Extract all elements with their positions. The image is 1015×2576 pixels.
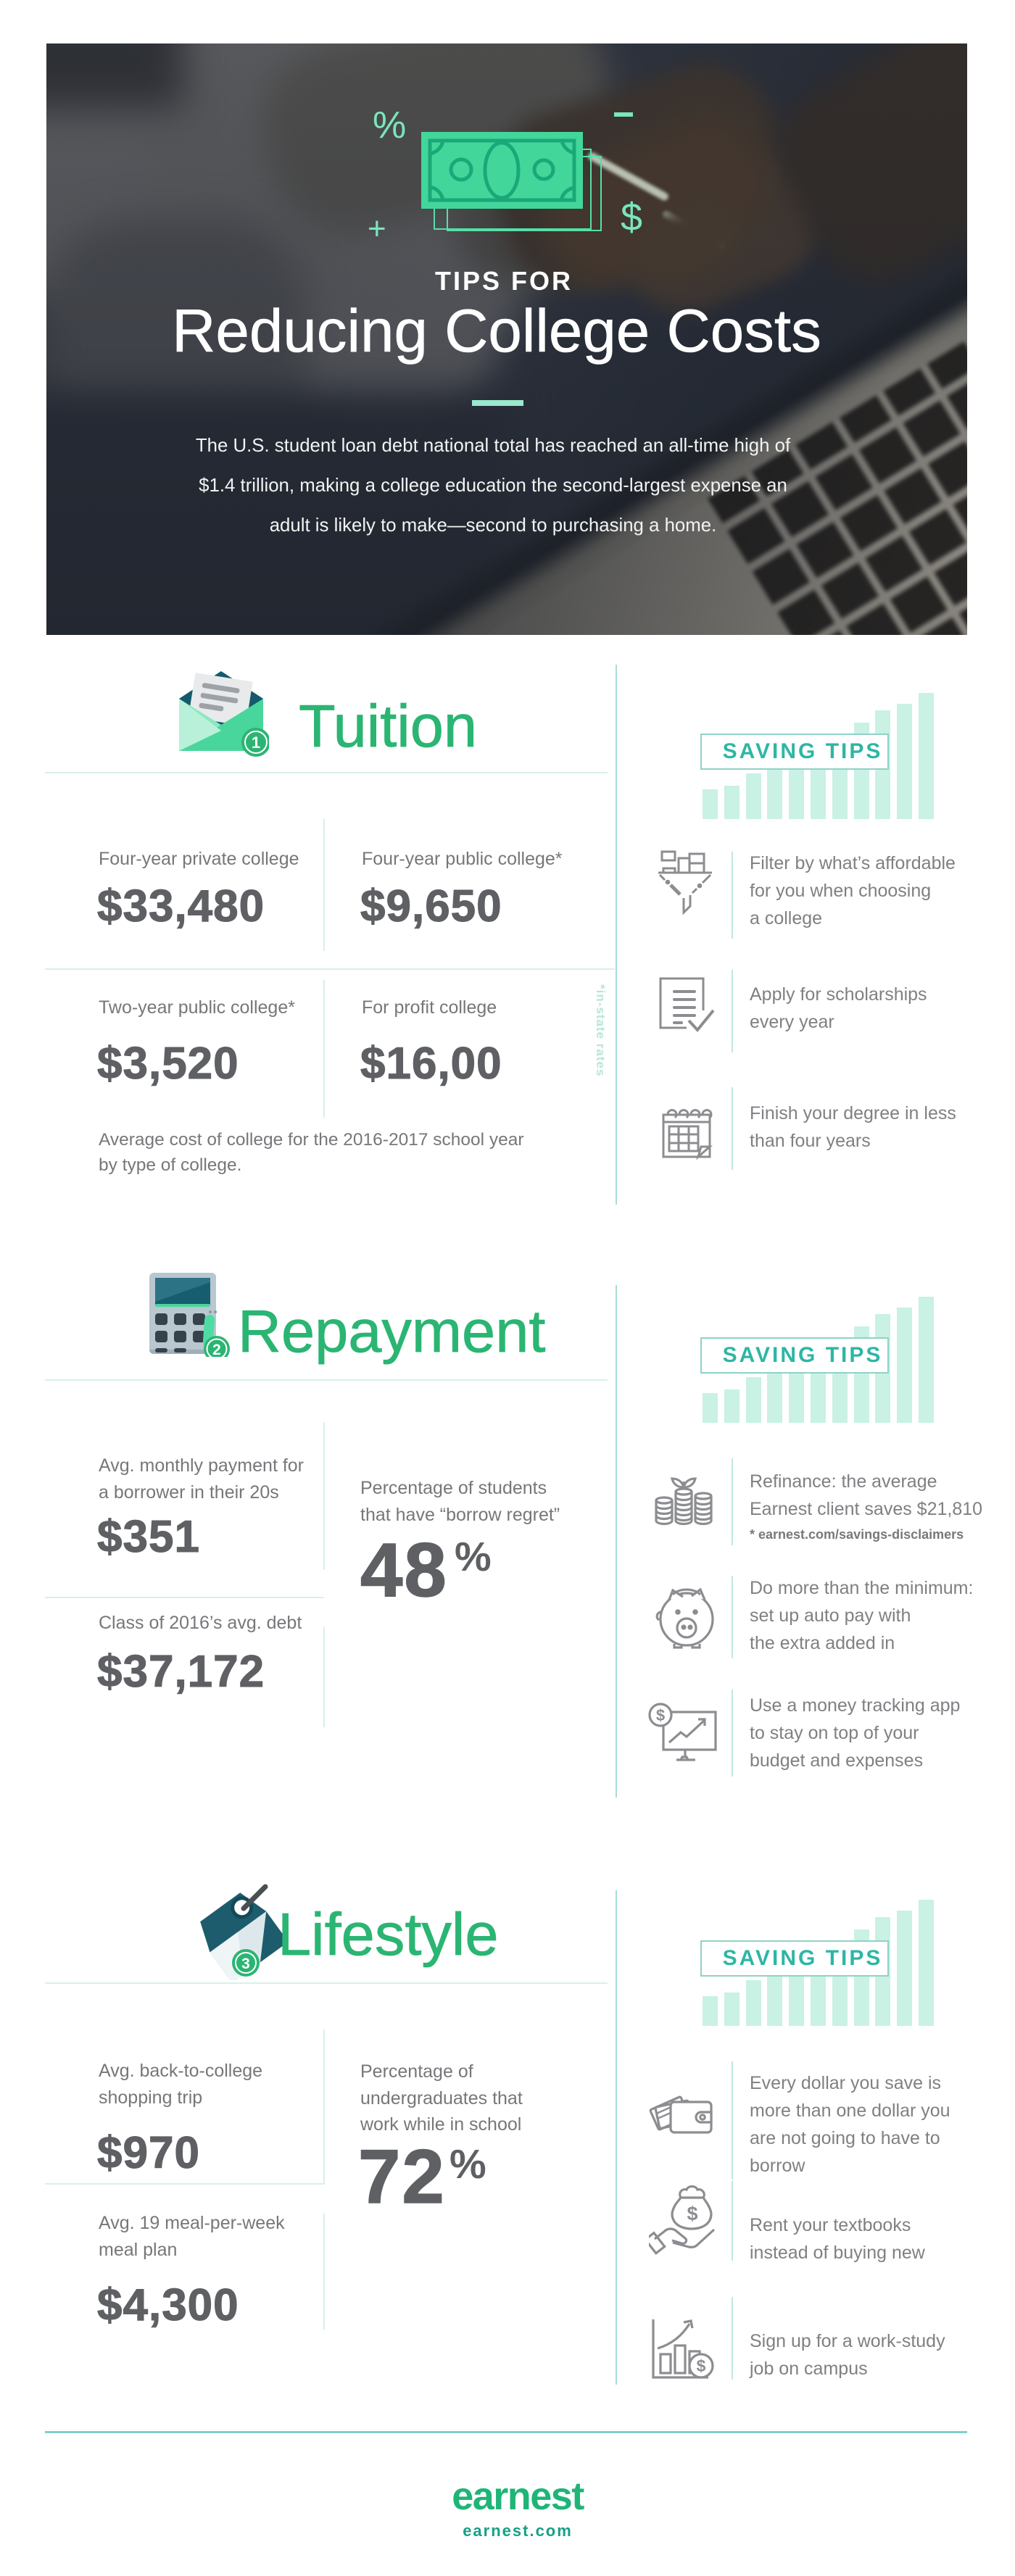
- svg-text:3: 3: [241, 1956, 250, 1972]
- svg-text:+: +: [368, 211, 386, 246]
- svg-text:$: $: [621, 196, 642, 239]
- svg-text:2: 2: [212, 1342, 221, 1357]
- svg-text:$: $: [656, 1706, 665, 1724]
- svg-text:1: 1: [252, 734, 260, 752]
- svg-text:%: %: [373, 104, 406, 146]
- svg-text:$: $: [687, 2203, 697, 2224]
- svg-text:$: $: [697, 2356, 706, 2375]
